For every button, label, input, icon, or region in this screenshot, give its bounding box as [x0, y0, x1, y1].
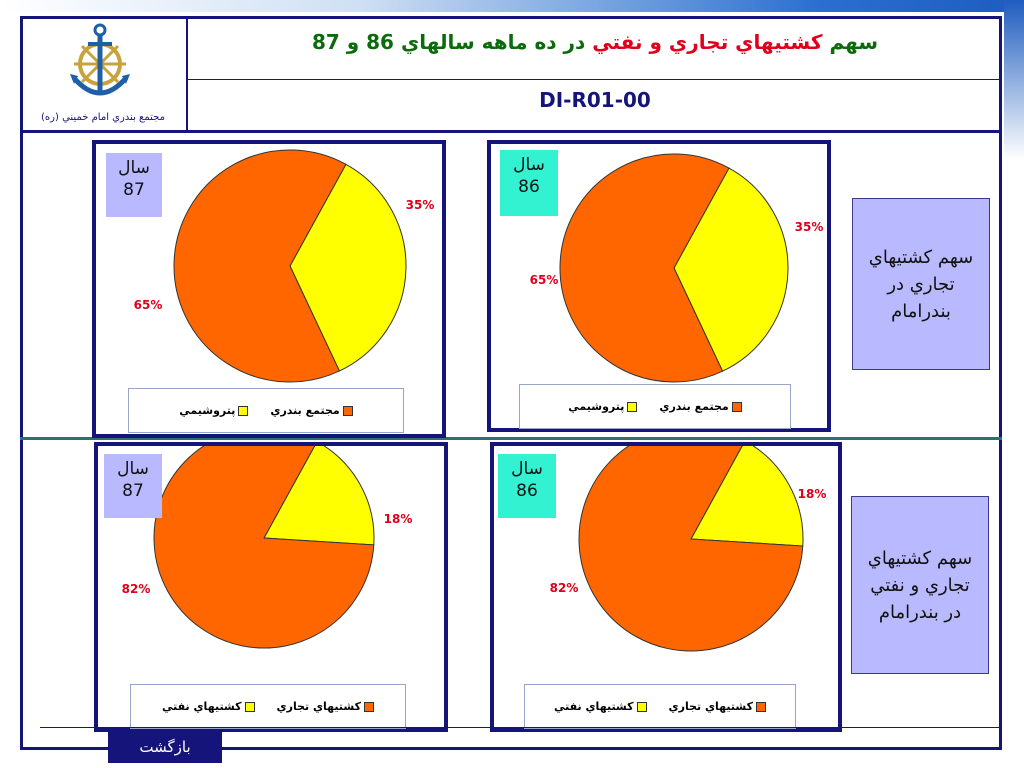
chart-legend: مجتمع بندري پتروشيمي [519, 384, 791, 429]
side-label-bottom: سهم كشتيهاي تجاري و نفتي در بندرامام [851, 496, 989, 674]
row-divider [20, 437, 1002, 440]
chart-panel-bottom-left: 82% 18% سال 87 كشتيهاي تجاري كشتيهاي نفتي [94, 442, 448, 732]
code-cell: DI-R01-00 [188, 80, 1002, 132]
year-label: سال [511, 459, 543, 479]
legend-swatch [364, 701, 375, 712]
legend-swatch [756, 701, 767, 712]
pie-slice [153, 446, 375, 649]
legend-swatch [627, 401, 638, 412]
page-title: سهم كشتيهاي تجاري و نفتي در ده ماهه ساله… [188, 30, 1002, 54]
legend-item: كشتيهاي نفتي [162, 700, 255, 713]
pie-chart-bottom-left: 82% 18% [122, 446, 413, 649]
anchor-logo-icon [70, 23, 130, 96]
chart-legend: مجتمع بندري پتروشيمي [128, 388, 404, 433]
legend-item: پتروشيمي [179, 404, 249, 417]
slide-frame [20, 16, 1002, 750]
header-divider [20, 130, 1002, 133]
document-code: DI-R01-00 [539, 88, 651, 112]
pie-slice [673, 167, 789, 372]
side-label-top: سهم كشتيهاي تجاري در بندرامام [852, 198, 990, 370]
slice-percent-label: 18% [384, 512, 413, 526]
legend-item: مجتمع بندري [659, 400, 742, 413]
pie-slice [289, 163, 407, 372]
back-button[interactable]: بازگشت [108, 731, 222, 763]
year-label: سال [117, 459, 149, 479]
page-title-part2: در ده ماهه سالهاي 86 و 87 [311, 30, 593, 54]
footer-line [40, 727, 1000, 728]
year-badge: سال 86 [498, 454, 556, 518]
legend-label: مجتمع بندري [659, 400, 729, 413]
pie-chart-bottom-right: 82% 18% [550, 446, 827, 652]
slice-percent-label: 65% [134, 298, 163, 312]
year-badge: سال 87 [104, 454, 162, 518]
page-title-highlight: كشتيهاي تجاري و نفتي [592, 30, 823, 54]
legend-swatch [636, 701, 647, 712]
chart-panel-top-left: 65% 35% سال 87 مجتمع بندري پتروشيمي [92, 140, 446, 438]
legend-label: پتروشيمي [179, 404, 236, 417]
chart-panel-top-right: 65% 35% سال 86 مجتمع بندري پتروشيمي [487, 140, 831, 432]
slice-percent-label: 82% [550, 581, 579, 595]
chart-legend: كشتيهاي تجاري كشتيهاي نفتي [524, 684, 796, 729]
year-label: سال [118, 158, 150, 178]
legend-swatch [244, 701, 255, 712]
background-band-top [0, 0, 1024, 12]
pie-chart-top-left: 65% 35% [134, 149, 435, 383]
legend-label: كشتيهاي تجاري [668, 700, 754, 713]
chart-legend: كشتيهاي تجاري كشتيهاي نفتي [130, 684, 406, 729]
year-badge: سال 86 [500, 150, 558, 216]
legend-label: كشتيهاي نفتي [553, 700, 634, 713]
year-label: سال [513, 155, 545, 175]
legend-label: پتروشيمي [568, 400, 625, 413]
logo-caption: مجتمع بندري امام خميني (ره) [41, 112, 165, 123]
legend-swatch [342, 405, 353, 416]
pie-slice [690, 446, 804, 547]
year-value: 87 [123, 180, 145, 200]
legend-label: مجتمع بندري [270, 404, 340, 417]
legend-item: مجتمع بندري [270, 404, 353, 417]
pie-slice [559, 153, 730, 383]
year-value: 86 [516, 481, 538, 501]
logo-cell: مجتمع بندري امام خميني (ره) [20, 16, 188, 132]
slice-percent-label: 18% [798, 487, 827, 501]
legend-swatch [238, 405, 249, 416]
legend-item: كشتيهاي تجاري [668, 700, 767, 713]
slice-percent-label: 82% [122, 582, 151, 596]
legend-label: كشتيهاي تجاري [276, 700, 362, 713]
pie-slice [173, 149, 347, 383]
legend-item: كشتيهاي نفتي [554, 700, 647, 713]
slice-percent-label: 35% [795, 220, 824, 234]
background-band-right [1004, 0, 1024, 160]
legend-item: پتروشيمي [568, 400, 638, 413]
pie-slice [578, 446, 804, 652]
pie-slice [263, 446, 375, 546]
year-value: 87 [122, 481, 144, 501]
legend-swatch [731, 401, 742, 412]
slice-percent-label: 65% [530, 273, 559, 287]
legend-item: كشتيهاي تجاري [276, 700, 375, 713]
chart-panel-bottom-right: 82% 18% سال 86 كشتيهاي تجاري كشتيهاي نفتي [490, 442, 842, 732]
year-value: 86 [518, 177, 540, 197]
legend-label: كشتيهاي نفتي [161, 700, 242, 713]
year-badge: سال 87 [106, 153, 162, 217]
title-cell: سهم كشتيهاي تجاري و نفتي در ده ماهه ساله… [188, 16, 1002, 80]
page-title-part1: سهم [822, 30, 879, 54]
pie-chart-top-right: 65% 35% [530, 153, 824, 383]
slice-percent-label: 35% [406, 198, 435, 212]
